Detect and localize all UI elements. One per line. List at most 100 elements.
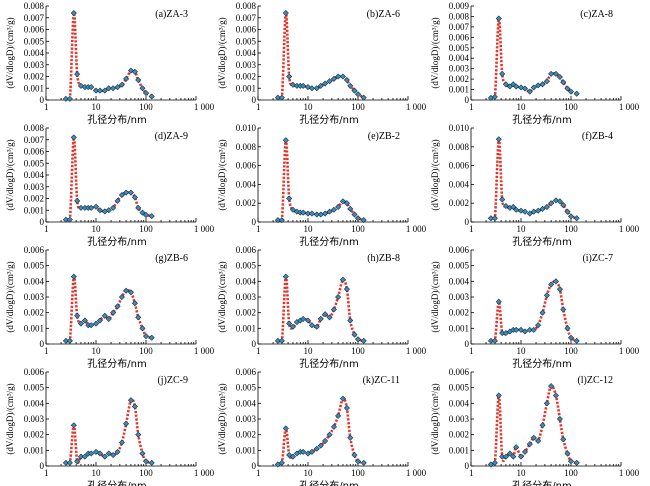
x-tick-label: 1	[44, 224, 49, 234]
data-point	[330, 206, 337, 213]
x-tick-label: 10	[517, 224, 527, 234]
data-point	[495, 15, 502, 22]
data-point	[530, 326, 537, 333]
data-point	[360, 94, 367, 101]
data-point	[343, 286, 350, 293]
y-axis-label: (dV/dlogD)/(cm³/g)	[430, 383, 440, 454]
x-tick-label: 1 000	[406, 224, 427, 234]
y-tick-label: 0.002	[449, 74, 469, 84]
data-point	[148, 93, 155, 100]
data-point	[123, 75, 130, 82]
x-tick-label: 100	[139, 102, 153, 112]
data-point	[526, 210, 533, 217]
y-tick-label: 0.002	[24, 430, 44, 440]
data-point	[313, 211, 320, 218]
y-tick-label: 0.006	[24, 147, 45, 157]
data-point	[530, 84, 537, 91]
data-point	[110, 309, 117, 316]
y-tick-label: 0.006	[236, 25, 257, 35]
data-point	[96, 450, 103, 457]
data-point	[495, 136, 502, 143]
y-tick-label: 0.003	[24, 292, 45, 302]
y-tick-label: 0	[252, 217, 257, 227]
data-point	[282, 425, 289, 432]
panel-7: 0 0.001 0.002 0.003 0.004 0.005 0.006 1 10 100 1 0…	[217, 245, 427, 370]
data-point	[70, 134, 77, 141]
x-tick-label: 1	[469, 224, 474, 234]
fit-curve	[277, 275, 365, 344]
data-point	[552, 392, 559, 399]
data-point	[491, 337, 498, 344]
panel-10: 0 0.001 0.002 0.003 0.004 0.005 0.006 1 10 100 1 0…	[217, 367, 427, 486]
data-point	[560, 436, 567, 443]
y-tick-label: 0.004	[449, 179, 470, 189]
y-tick-label: 0.002	[236, 308, 256, 318]
data-point	[123, 189, 130, 196]
data-point	[556, 198, 563, 205]
data-point	[548, 200, 555, 207]
data-point	[560, 79, 567, 86]
data-point	[535, 207, 542, 214]
data-point	[110, 452, 117, 459]
data-point	[139, 450, 146, 457]
data-point	[552, 70, 559, 77]
x-tick-label: 1 000	[406, 346, 427, 356]
y-tick-label: 0.003	[236, 60, 257, 70]
data-point	[81, 317, 88, 324]
fit-curve	[490, 384, 578, 467]
data-point	[513, 326, 520, 333]
data-point	[495, 392, 502, 399]
data-point	[139, 209, 146, 216]
data-point	[274, 94, 281, 101]
data-point	[131, 300, 138, 307]
panel-title: (f)ZB-4	[582, 131, 613, 142]
data-point	[521, 85, 528, 92]
data-point	[77, 320, 84, 327]
data-point	[326, 431, 333, 438]
data-point	[139, 85, 146, 92]
x-tick-label: 10	[92, 224, 102, 234]
data-point	[330, 306, 337, 313]
data-point	[127, 67, 134, 74]
y-tick-label: 0.006	[449, 367, 470, 377]
x-tick-label: 10	[517, 102, 527, 112]
data-point	[135, 77, 142, 84]
x-axis-label: 孔径分布/nm	[299, 357, 358, 370]
y-tick-label: 0	[465, 217, 470, 227]
data-point	[114, 448, 121, 455]
y-tick-label: 0.006	[236, 245, 257, 255]
y-axis-label: (dV/dlogD)/(cm³/g)	[430, 139, 440, 210]
y-tick-label: 0.001	[449, 323, 469, 333]
data-point	[135, 204, 142, 211]
data-point	[96, 317, 103, 324]
data-point	[491, 93, 498, 100]
data-point	[343, 405, 350, 412]
data-point	[567, 213, 575, 220]
data-point	[74, 197, 81, 204]
y-tick-label: 0.002	[236, 198, 256, 208]
data-point	[322, 210, 329, 217]
data-point	[114, 303, 121, 310]
data-point	[543, 78, 550, 85]
data-point	[510, 453, 517, 460]
data-point	[308, 85, 315, 92]
y-tick-label: 0.004	[236, 48, 257, 58]
data-point	[148, 213, 155, 220]
data-point	[326, 208, 333, 215]
x-tick-label: 10	[92, 102, 102, 112]
x-tick-label: 1	[469, 102, 474, 112]
x-tick-label: 1	[256, 102, 261, 112]
data-point	[70, 422, 77, 429]
data-point	[118, 293, 125, 301]
data-point	[308, 448, 315, 455]
data-point	[148, 459, 155, 466]
data-point	[131, 68, 138, 75]
y-tick-label: 0.005	[24, 383, 45, 393]
data-point	[530, 434, 537, 441]
y-tick-label: 0.002	[24, 194, 44, 204]
data-point	[77, 204, 84, 211]
y-tick-label: 0.004	[24, 170, 45, 180]
y-tick-label: 0	[465, 95, 470, 105]
data-point	[322, 437, 329, 444]
